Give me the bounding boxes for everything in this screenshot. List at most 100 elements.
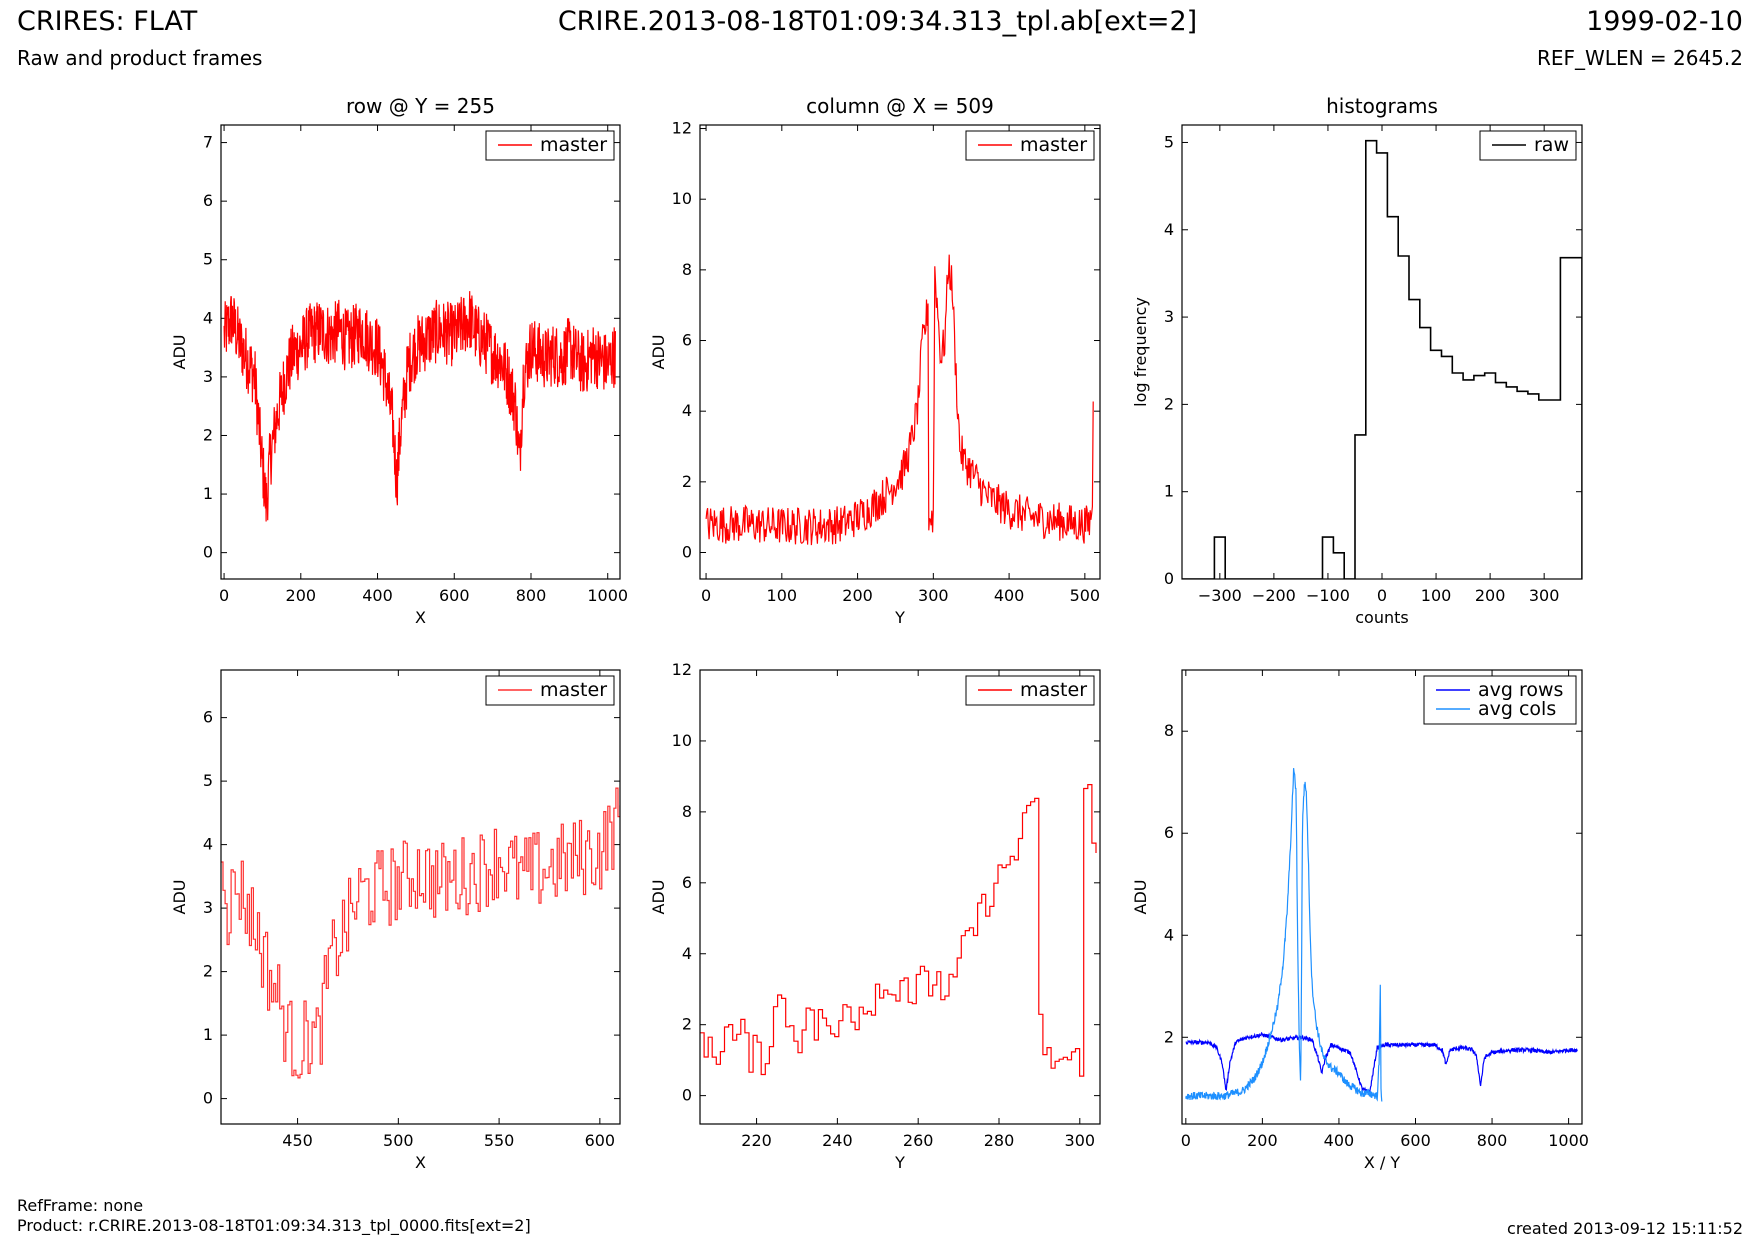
y-tick-label: 8 [1164,721,1174,740]
series-raw [1182,139,1582,579]
y-tick-label: 1 [203,1025,213,1044]
y-tick-label: 5 [203,771,213,790]
y-tick-label: 1 [1164,482,1174,501]
y-tick-label: 2 [1164,1027,1174,1046]
series-master [705,254,1094,546]
x-axis-label: X [415,1153,426,1172]
series-master [221,787,620,1079]
series-master [700,783,1097,1077]
legend-box [1423,675,1577,725]
product-file-note: Product: r.CRIRE.2013-08-18T01:09:34.313… [17,1216,531,1235]
y-tick-label: 5 [203,250,213,269]
y-tick-label: 12 [672,660,692,679]
chart-title: row @ Y = 255 [346,94,495,118]
y-axis-label: ADU [170,880,189,915]
x-tick-label: 220 [741,1131,772,1150]
y-axis-label: ADU [1131,880,1150,915]
y-axis-label: ADU [649,335,668,370]
y-axis-label: ADU [649,880,668,915]
x-tick-label: 0 [1377,586,1387,605]
x-tick-label: 260 [903,1131,934,1150]
x-tick-label: 200 [286,586,317,605]
figure-subtitle: Raw and product frames [17,46,263,70]
x-tick-label: 400 [362,586,393,605]
series-avg-rows [1185,1031,1578,1096]
x-tick-label: 550 [484,1131,515,1150]
x-axis-label: X / Y [1364,1153,1401,1172]
x-tick-label: 0 [1181,1131,1191,1150]
y-tick-label: 6 [682,331,692,350]
x-axis-label: counts [1355,608,1408,627]
created-timestamp: created 2013-09-12 15:11:52 [1507,1219,1743,1238]
y-tick-label: 0 [203,1089,213,1108]
y-tick-label: 4 [1164,220,1174,239]
x-tick-label: 240 [822,1131,853,1150]
x-axis-label: Y [894,1153,905,1172]
y-tick-label: 12 [672,119,692,138]
x-tick-label: 300 [1529,586,1560,605]
plot-frame [699,124,1101,580]
legend-label: master [540,134,607,156]
y-tick-label: 6 [203,708,213,727]
data-layer [1182,139,1582,579]
x-tick-label: 1000 [1548,1131,1589,1150]
legend: master [485,675,615,706]
y-tick-label: 3 [203,367,213,386]
chart-column_zoom: 220 240 260 280 300 0 2 4 6 8 10 12 Y ADU master [649,660,1101,1172]
plot-frame [1181,669,1583,1125]
legend-label: master [1020,134,1087,156]
x-tick-label: 400 [1324,1131,1355,1150]
y-tick-label: 3 [203,898,213,917]
legend-label: raw [1534,134,1569,156]
chart-column: column @ X = 509 0 100 200 300 400 500 0 2 4 6 8 10 1… [649,94,1101,627]
y-tick-label: 2 [682,472,692,491]
y-tick-label: 2 [203,425,213,444]
x-tick-label: 280 [984,1131,1015,1150]
y-tick-label: 3 [1164,307,1174,326]
legend-label: master [540,679,607,701]
series-avg-cols [1185,768,1383,1102]
y-axis-label: ADU [170,335,189,370]
y-tick-label: 8 [682,260,692,279]
y-tick-label: 5 [1164,132,1174,151]
y-tick-label: 0 [203,543,213,562]
x-tick-label: 450 [282,1131,313,1150]
y-tick-label: 2 [682,1015,692,1034]
y-tick-label: 4 [1164,925,1174,944]
y-tick-label: 4 [682,401,692,420]
y-tick-label: 0 [1164,569,1174,588]
y-axis-label: log frequency [1131,297,1150,407]
figure-title: CRIRES: FLAT [17,6,198,37]
x-tick-label: 0 [219,586,229,605]
observation-date: 1999-02-10 [1586,6,1743,37]
chart-histograms: histograms −300 −200 −100 0 100 200 300 0 1 2 3 4 5 co… [1131,94,1583,627]
x-axis-label: Y [894,608,905,627]
x-tick-label: 600 [1400,1131,1431,1150]
chart-row_zoom: 450 500 550 600 0 1 2 3 4 5 6 X ADU master [170,669,621,1172]
x-tick-label: 500 [1070,586,1101,605]
y-tick-label: 8 [682,802,692,821]
x-tick-label: 1000 [587,586,628,605]
x-tick-label: 600 [439,586,470,605]
legend: master [965,675,1095,706]
x-tick-label: 800 [516,586,547,605]
y-tick-label: 10 [672,731,692,750]
x-tick-label: 200 [1247,1131,1278,1150]
chart-averages: 0 200 400 600 800 1000 2 4 6 8 X / Y ADU avg rowsavg… [1131,669,1589,1172]
frame-name: CRIRE.2013-08-18T01:09:34.313_tpl.ab[ext… [557,6,1198,37]
x-tick-label: 600 [585,1131,616,1150]
legend: master [485,130,615,161]
x-tick-label: 200 [842,586,873,605]
y-tick-label: 2 [1164,394,1174,413]
y-tick-label: 4 [682,944,692,963]
reference-frame-note: RefFrame: none [17,1196,144,1215]
chart-row: row @ Y = 255 0 200 400 600 800 1000 0 1 2 3 4 5 6 7 X A… [170,94,628,627]
x-tick-label: 0 [701,586,711,605]
x-tick-label: −300 [1198,586,1242,605]
legend: raw [1479,130,1577,161]
y-tick-label: 4 [203,308,213,327]
x-tick-label: 800 [1477,1131,1508,1150]
reference-wavelength: REF_WLEN = 2645.2 [1536,46,1743,70]
